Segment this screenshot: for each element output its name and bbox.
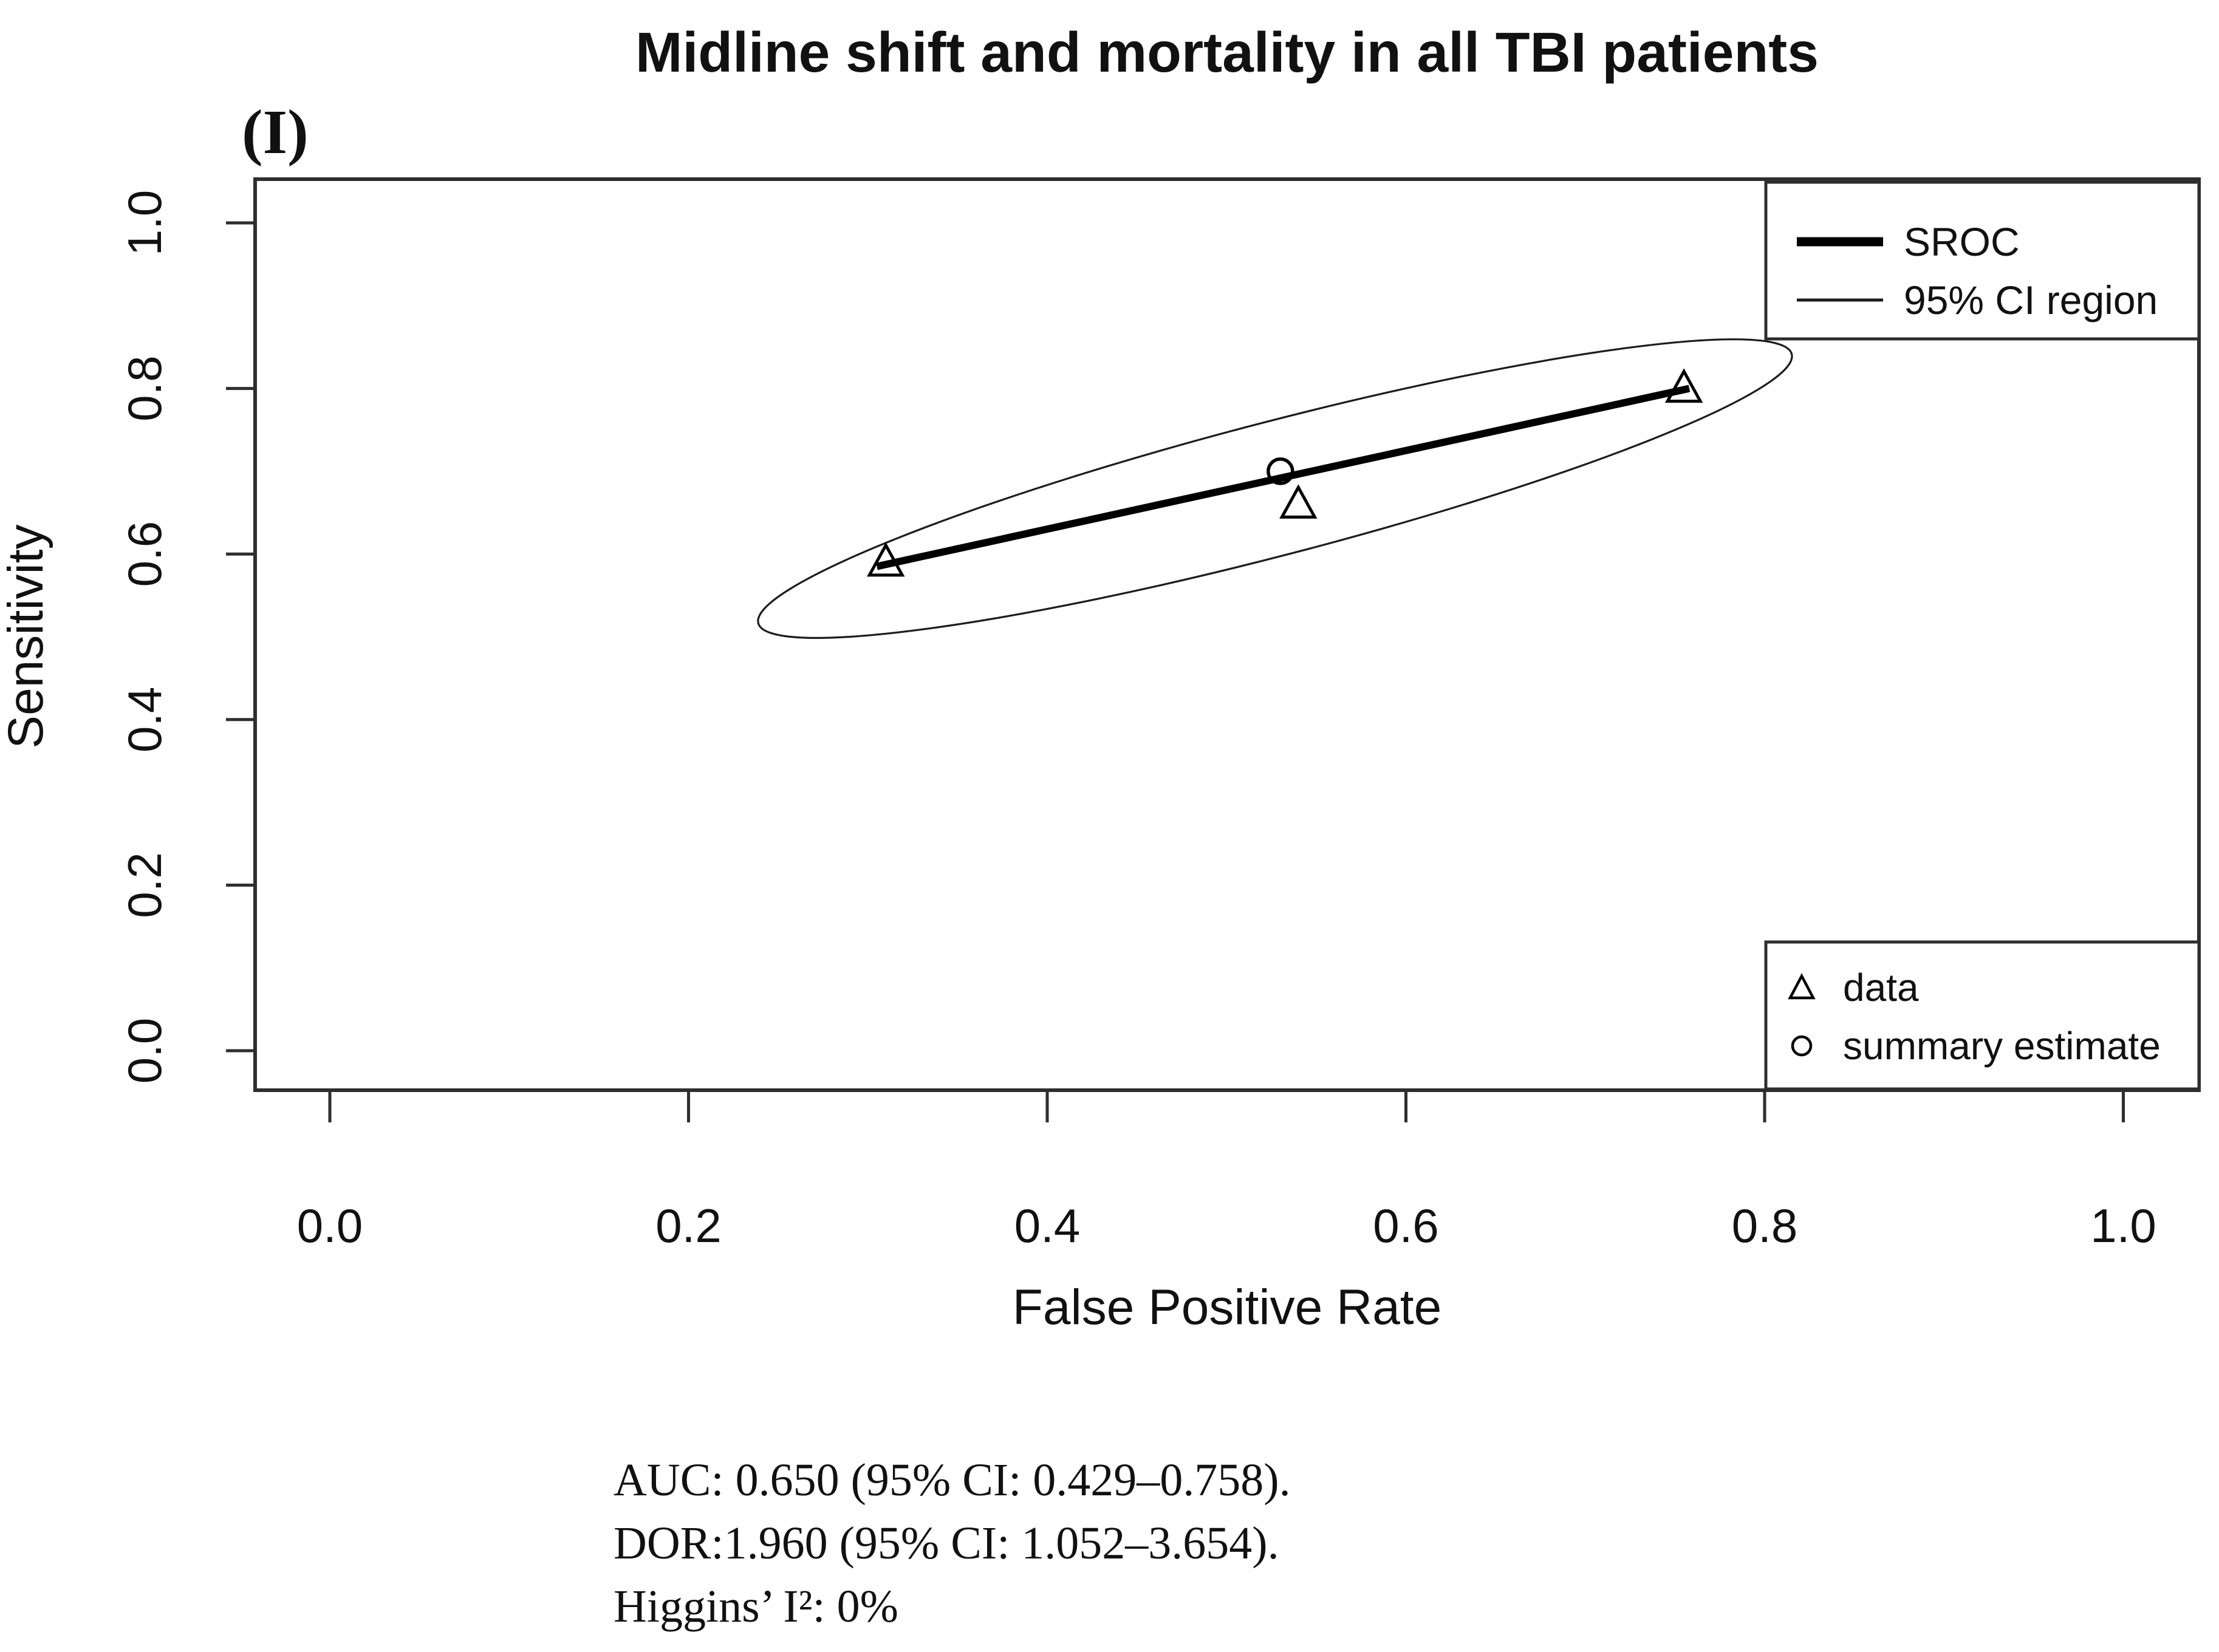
x-axis-ticks: 0.0 0.2 0.4 0.6 0.8 1.0: [297, 1090, 2156, 1252]
ci-region-ellipse: [757, 338, 1793, 639]
stats-block: AUC: 0.650 (95% CI: 0.429–0.758). DOR:1.…: [614, 1455, 1291, 1632]
chart-title: Midline shift and mortality in all TBI p…: [635, 21, 1819, 84]
stat-higgins: Higgins’ I²: 0%: [614, 1581, 898, 1632]
y-tick-label: 0.4: [118, 687, 171, 753]
y-tick-label: 0.2: [118, 852, 171, 918]
data-point-triangle: [1664, 368, 1703, 403]
x-tick-label: 0.0: [297, 1199, 363, 1252]
x-tick-label: 0.8: [1732, 1199, 1797, 1252]
legend-ci-label: 95% CI region: [1904, 278, 2158, 323]
x-axis-title: False Positive Rate: [1013, 1280, 1441, 1335]
legend-points-box: [1764, 940, 2201, 1091]
x-tick-label: 0.2: [655, 1199, 721, 1252]
legend-summary-label: summary estimate: [1843, 1024, 2161, 1068]
data-point-triangle: [867, 542, 905, 577]
x-tick-label: 0.6: [1373, 1199, 1438, 1252]
legend-lines-box: [1764, 180, 2201, 341]
sroc-curve-line: [876, 384, 1691, 570]
panel-label: (I): [242, 97, 309, 167]
x-tick-label: 0.4: [1014, 1199, 1080, 1252]
y-axis-ticks: 0.0 0.2 0.4 0.6 0.8 1.0: [118, 190, 255, 1084]
y-axis-title: Sensitivity: [0, 524, 53, 748]
stat-auc: AUC: 0.650 (95% CI: 0.429–0.758).: [614, 1455, 1291, 1506]
y-tick-label: 1.0: [118, 190, 171, 256]
triangle-sample-icon: [1788, 973, 1816, 1000]
plot-area-border: [253, 177, 2201, 1092]
data-point-triangle: [1279, 484, 1318, 519]
y-tick-label: 0.8: [118, 355, 171, 421]
summary-estimate-circle: [1267, 457, 1294, 485]
legend-lines: SROC 95% CI region: [1764, 180, 2201, 341]
x-tick-label: 1.0: [2090, 1199, 2156, 1252]
legend-sroc-label: SROC: [1904, 219, 2020, 264]
legend-data-label: data: [1843, 966, 1919, 1009]
legend-points: data summary estimate: [1764, 940, 2201, 1091]
chart-marks: [757, 338, 1793, 639]
stat-dor: DOR:1.960 (95% CI: 1.052–3.654).: [614, 1518, 1279, 1569]
y-tick-label: 0.0: [118, 1018, 171, 1084]
circle-sample-icon: [1791, 1035, 1813, 1057]
y-tick-label: 0.6: [118, 521, 171, 587]
